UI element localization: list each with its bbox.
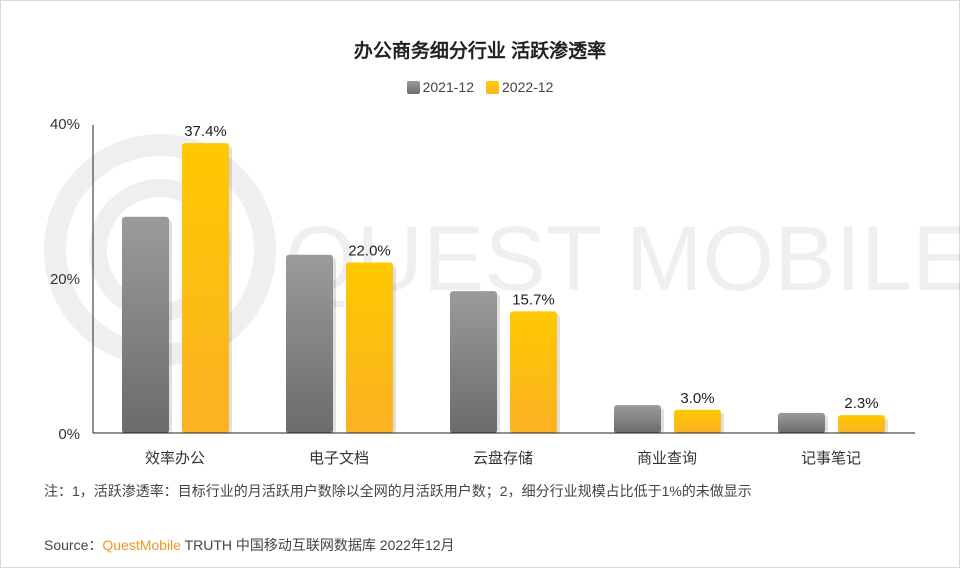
source-rest: TRUTH 中国移动互联网数据库 2022年12月 [180,537,455,553]
legend: 2021-12 2022-12 [0,79,960,95]
bar-2022-12-电子文档 [346,262,393,433]
bar-2022-12-效率办公 [182,143,229,433]
bar-2022-12-云盘存储 [510,311,557,433]
data-label: 2.3% [844,395,878,412]
bar-2022-12-记事笔记 [838,415,885,433]
source-line: Source：QuestMobile TRUTH 中国移动互联网数据库 2022… [44,535,455,555]
bar-2021-12-云盘存储 [450,291,497,433]
x-tick-label: 记事笔记 [801,450,861,467]
legend-label-2022: 2022-12 [502,79,554,95]
x-tick-label: 云盘存储 [473,449,533,467]
y-tick-label: 20% [50,271,80,288]
legend-label-2021: 2021-12 [422,79,474,95]
watermark: QUEST MOBILE [44,134,960,366]
y-tick-label: 0% [58,426,80,443]
legend-swatch-2022 [486,80,499,94]
data-label: 37.4% [184,123,227,140]
source-brand: QuestMobile [102,537,181,553]
bar-2021-12-效率办公 [122,216,169,433]
x-tick-label: 商业查询 [637,450,697,467]
legend-item-2022: 2022-12 [486,79,553,95]
x-tick-label: 效率办公 [145,450,205,467]
footnote: 注：1，活跃渗透率：目标行业的月活跃用户数除以全网的月活跃用户数；2，细分行业规… [44,483,752,499]
x-tick-label: 电子文档 [309,450,369,467]
bar-2021-12-记事笔记 [778,412,825,433]
bar-2021-12-电子文档 [286,254,333,433]
data-label: 15.7% [512,291,555,308]
legend-swatch-2021 [406,80,420,94]
data-label: 3.0% [680,390,714,407]
source-prefix: Source： [44,537,103,553]
svg-text:QUEST MOBILE: QUEST MOBILE [285,208,960,310]
bar-2022-12-商业查询 [674,409,721,433]
y-tick-label: 40% [50,116,80,133]
legend-item-2021: 2021-12 [406,79,474,95]
chart-title: 办公商务细分行业 活跃渗透率 [353,41,607,62]
bar-2021-12-商业查询 [614,405,661,433]
data-label: 22.0% [348,243,391,260]
